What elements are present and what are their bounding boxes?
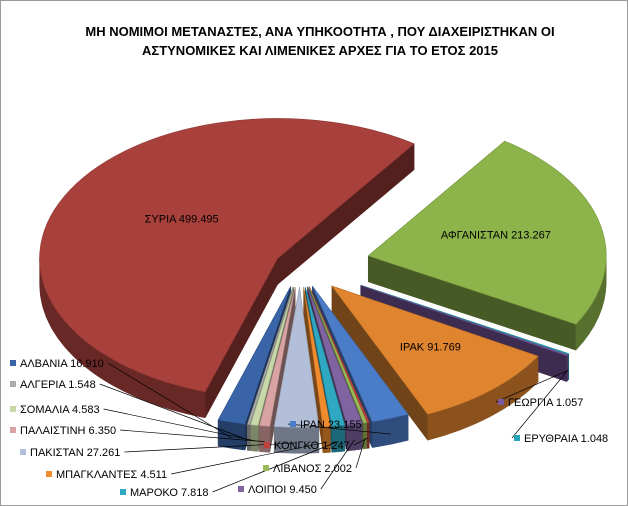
- pie-tops: [39, 118, 607, 428]
- legend-marker-9: [46, 471, 52, 477]
- data-label-5: ΚΟΝΓΚΟ 1.247: [274, 440, 350, 452]
- data-label-7: ΛΟΙΠΟΙ 9.450: [248, 484, 317, 496]
- slice-top-5: [309, 286, 370, 423]
- leader-line-6: [355, 438, 366, 469]
- legend-marker-11: [10, 427, 16, 433]
- leader-line-11: [120, 429, 265, 442]
- slice-side-15: [39, 143, 415, 419]
- leader-line-7: [320, 439, 355, 490]
- slice-top-14: [217, 286, 291, 425]
- legend-marker-5: [264, 442, 270, 448]
- data-label-14: ΑΛΒΑΝΙΑ 16.910: [20, 358, 104, 370]
- legend-marker-1: [514, 435, 520, 441]
- leader-line-8: [212, 441, 339, 493]
- leader-line-14: [107, 362, 232, 439]
- slice-top-8: [304, 287, 346, 427]
- slice-top-1: [360, 284, 570, 355]
- leader-line-13: [99, 383, 249, 441]
- slice-top-0: [367, 140, 607, 325]
- chart-title: ΜΗ ΝΟΜΙΜΟΙ ΜΕΤΑΝΑΣΤΕΣ, ΑΝΑ ΥΠΗΚΟΟΤΗΤΑ , …: [40, 22, 600, 60]
- leader-line-5: [353, 437, 369, 446]
- data-label-4: ΙΡΑΝ 23.155: [300, 419, 362, 431]
- data-label-8: ΜΑΡΟΚΟ 7.818: [130, 487, 209, 499]
- legend-marker-2: [498, 399, 504, 405]
- legend-marker-10: [20, 449, 26, 455]
- legend-marker-8: [120, 489, 126, 495]
- slice-top-4: [312, 285, 409, 422]
- data-label-0: ΑΦΓΑΝΙΣΤΑΝ 213.267: [441, 230, 551, 242]
- legend-marker-7: [238, 486, 244, 492]
- leader-line-4: [287, 423, 391, 435]
- legend-marker-4: [290, 421, 296, 427]
- slice-top-3: [331, 285, 539, 415]
- legend-marker-6: [263, 465, 269, 471]
- data-label-3: ΙΡΑΚ 91.769: [400, 342, 461, 354]
- slice-top-7: [307, 286, 363, 426]
- data-label-9: ΜΠΑΓΚΛΑΝΤΕΣ 4.511: [56, 469, 167, 481]
- slice-top-2: [360, 285, 569, 356]
- data-labels: ΑΦΓΑΝΙΣΤΑΝ 213.267 ΕΡΥΘΡΑΙΑ 1.048 ΓΕΩΡΓΙΑ …: [10, 213, 608, 499]
- data-label-15: ΣΥΡΙΑ 499.495: [145, 213, 219, 225]
- data-label-10: ΠΑΚΙΣΤΑΝ 27.261: [30, 447, 120, 459]
- data-label-12: ΣΟΜΑΛΙΑ 4.583: [20, 404, 100, 416]
- slice-top-15: [39, 118, 415, 393]
- data-label-13: ΑΛΓΕΡΙΑ 1.548: [20, 379, 96, 391]
- legend-marker-13: [10, 381, 16, 387]
- slice-top-11: [259, 287, 296, 427]
- data-label-6: ΛΙΒΑΝΟΣ 2.002: [273, 463, 352, 475]
- legend-marker-12: [10, 406, 16, 412]
- legend-marker-14: [10, 360, 16, 366]
- data-label-11: ΠΑΛΑΙΣΤΙΝΗ 6.350: [20, 425, 116, 437]
- slice-top-9: [303, 287, 331, 428]
- leader-line-2: [495, 370, 568, 403]
- slice-top-12: [250, 286, 295, 426]
- data-label-1: ΕΡΥΘΡΑΙΑ 1.048: [524, 433, 608, 445]
- leader-line-12: [103, 408, 255, 442]
- slice-top-13: [246, 286, 294, 425]
- chart-title-line-1: ΜΗ ΝΟΜΙΜΟΙ ΜΕΤΑΝΑΣΤΕΣ, ΑΝΑ ΥΠΗΚΟΟΤΗΤΑ , …: [85, 24, 555, 39]
- slice-top-6: [308, 286, 368, 424]
- data-label-2: ΓΕΩΡΓΙΑ 1.057: [508, 397, 583, 409]
- chart-title-line-2: ΑΣΤΥΝΟΜΙΚΕΣ ΚΑΙ ΛΙΜΕΝΙΚΕΣ ΑΡΧΕΣ ΓΙΑ ΤΟ Ε…: [142, 43, 498, 58]
- leader-line-1: [511, 369, 569, 439]
- leader-line-9: [171, 441, 327, 475]
